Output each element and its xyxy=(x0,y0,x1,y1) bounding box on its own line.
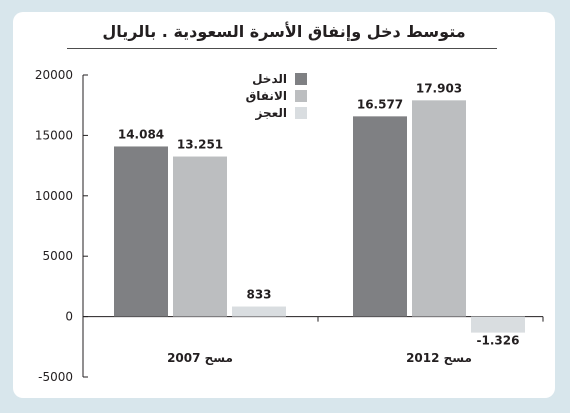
chart-title: متوسط دخل وإنفاق الأسرة السعودية . بالري… xyxy=(102,22,466,41)
title-rule xyxy=(67,48,497,49)
bar-value-label: -1.326 xyxy=(477,334,520,348)
bar xyxy=(412,100,466,317)
legend-label: العجز xyxy=(254,106,287,120)
bar xyxy=(353,116,407,317)
legend-swatch xyxy=(295,107,307,119)
chart-card: متوسط دخل وإنفاق الأسرة السعودية . بالري… xyxy=(13,12,555,398)
y-tick-label: 10000 xyxy=(35,189,73,203)
bar xyxy=(232,306,286,317)
legend-label: الدخل xyxy=(252,72,287,86)
y-tick-label: 20000 xyxy=(35,68,73,82)
bar xyxy=(173,156,227,317)
bar-value-label: 17.903 xyxy=(416,81,462,95)
legend-swatch xyxy=(295,90,307,102)
bar-value-label: 13.251 xyxy=(177,138,223,152)
legend-swatch xyxy=(295,73,307,85)
bar xyxy=(114,146,168,317)
bar-value-label: 14.084 xyxy=(118,127,164,141)
bar-chart: 20000 15000 10000 5000 0 -5000 14.084 13.251 833… xyxy=(35,68,544,384)
x-category-label: مسح 2012 xyxy=(406,351,472,365)
y-tick-label: 15000 xyxy=(35,128,73,142)
y-tick-label: -5000 xyxy=(38,370,73,384)
y-tick-label: 0 xyxy=(65,310,73,324)
x-category-label: مسح 2007 xyxy=(167,351,233,365)
bar-value-label: 16.577 xyxy=(357,97,403,111)
bar-value-label: 833 xyxy=(246,288,271,302)
legend-label: الانفاق xyxy=(246,89,287,103)
bar xyxy=(471,316,525,333)
y-tick-label: 5000 xyxy=(42,249,73,263)
